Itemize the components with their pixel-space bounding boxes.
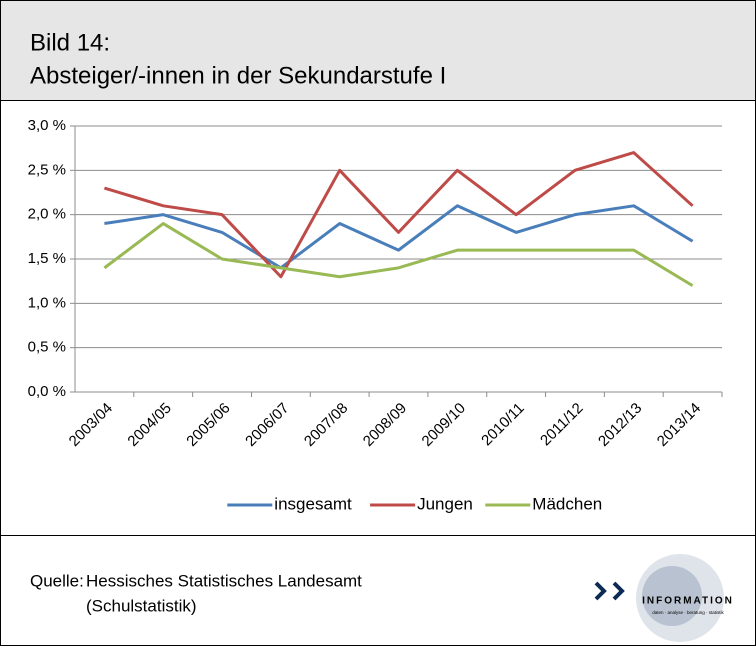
source-text: Hessisches Statistisches Landesamt	[86, 571, 362, 590]
chart-subtitle: Absteiger/-innen in der Sekundarstufe I	[30, 62, 446, 89]
y-tick-label: 0,0 %	[28, 383, 66, 400]
y-tick-label: 2,0 %	[28, 206, 66, 223]
series-line	[103, 222, 694, 287]
series-line	[104, 204, 694, 270]
legend-label: insgesamt	[274, 494, 352, 513]
logo-text: INFORMATION	[642, 596, 734, 607]
logo-chevron	[612, 581, 625, 601]
y-tick-label: 3,0 %	[28, 117, 66, 134]
y-tick-label: 1,0 %	[28, 294, 66, 311]
source-label: Quelle:	[30, 571, 84, 590]
series-line	[103, 151, 694, 279]
logo-circle	[642, 566, 702, 626]
y-tick-label: 0,5 %	[28, 339, 66, 356]
logo-chevron	[594, 581, 607, 601]
legend-label: Jungen	[417, 494, 473, 513]
source-text: (Schulstatistik)	[86, 596, 197, 615]
y-tick-label: 2,5 %	[28, 161, 66, 178]
legend-label: Mädchen	[532, 494, 602, 513]
logo: INFORMATION daten · analyse · beratung ·…	[594, 554, 734, 642]
y-tick-label: 1,5 %	[28, 250, 66, 267]
chart-title: Bild 14:	[30, 29, 110, 56]
header	[0, 0, 756, 101]
logo-tagline: daten · analyse · beratung · statistik	[652, 610, 724, 615]
